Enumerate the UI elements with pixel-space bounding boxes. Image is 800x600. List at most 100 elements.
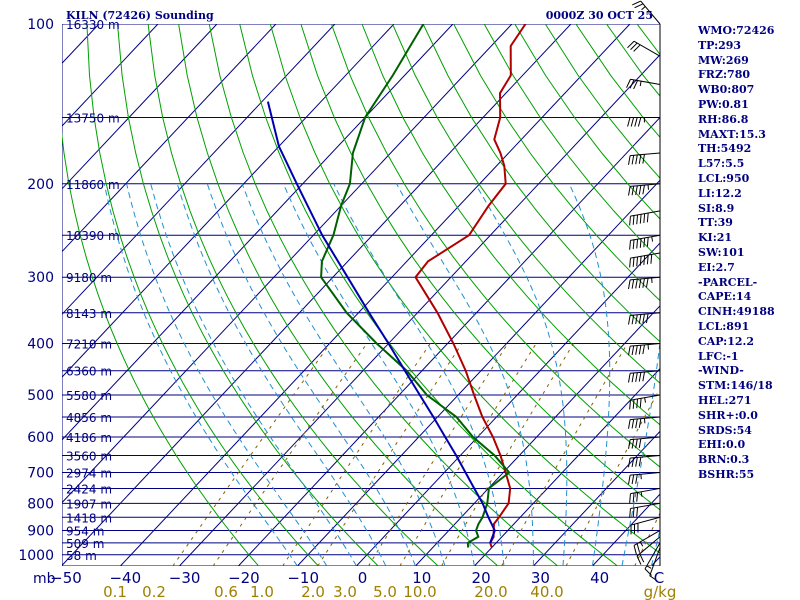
barb-staff (633, 530, 661, 546)
index-entry: LFC:-1 (698, 349, 739, 363)
barb-staff (630, 234, 661, 241)
barb-flag (631, 372, 635, 383)
wind-barb (626, 78, 661, 90)
isotherm-line (474, 367, 660, 566)
barb-flag (636, 507, 639, 517)
barb-staff (630, 416, 661, 421)
index-entry: EHI:0.0 (698, 438, 746, 452)
barb-flag (642, 154, 645, 164)
barb-flag (636, 256, 639, 267)
sounding-time: 0000Z 30 OCT 25 (546, 9, 653, 22)
height-label: 954 m (66, 524, 104, 538)
mixing-ratio-label: 1.0 (250, 583, 274, 600)
barb-flag (630, 117, 635, 127)
barb-staff (630, 487, 661, 495)
temperature-tick-label: C (654, 569, 664, 587)
barb-flag (638, 418, 642, 428)
height-label: 5580 m (66, 389, 112, 403)
barb-flag (629, 240, 631, 250)
barb-staff (636, 536, 661, 557)
barb-half-flag (639, 81, 642, 87)
barb-flag (629, 400, 631, 410)
height-label: 7210 m (66, 338, 112, 352)
index-entry: PW:0.81 (698, 97, 749, 111)
isotherm-line (62, 24, 218, 190)
barb-staff (630, 516, 661, 526)
index-entry: CAPE:14 (698, 290, 752, 304)
pressure-tick-label: 900 (27, 523, 54, 539)
isotherm-line (62, 24, 513, 504)
pressure-tick-label: 600 (27, 430, 54, 446)
dry-adiabat (208, 24, 559, 566)
moist-adiabat (103, 183, 298, 566)
barb-flag (639, 553, 645, 563)
moist-adiabat (206, 183, 416, 566)
barb-flag (628, 439, 631, 449)
mixing-ratio-line (172, 343, 331, 566)
barb-flag (629, 493, 631, 503)
dry-adiabat (117, 24, 379, 566)
barb-flag (633, 80, 638, 90)
mixing-ratio-line (441, 343, 574, 566)
barb-flag (638, 372, 642, 382)
barb-flag (644, 568, 652, 576)
plot-frame (62, 24, 660, 566)
barb-staff (630, 370, 661, 374)
barb-flag (632, 215, 635, 225)
barb-flag (635, 345, 638, 355)
index-entry: FRZ:780 (698, 68, 751, 82)
barb-flag (631, 314, 635, 325)
barb-half-flag (640, 491, 643, 497)
height-label: 1907 m (66, 497, 112, 511)
height-label: 9180 m (66, 271, 112, 285)
moist-adiabat (176, 183, 387, 566)
height-label: 4186 m (66, 431, 112, 445)
isotherm-line (120, 24, 631, 566)
barb-half-flag (639, 541, 644, 547)
mixing-ratio-label: 0.6 (214, 583, 238, 600)
barb-flag (629, 508, 631, 518)
moist-adiabat (621, 337, 660, 566)
dry-adiabat (330, 24, 660, 468)
barb-staff (630, 183, 661, 187)
barb-flag (638, 438, 642, 448)
barb-half-flag (646, 565, 652, 569)
barb-flag (638, 185, 642, 195)
wind-barb (629, 502, 661, 518)
pressure-tick-label: 500 (27, 388, 54, 404)
barb-flag (646, 254, 649, 265)
height-label: 6360 m (66, 365, 112, 379)
barb-flag (638, 314, 642, 324)
wind-barb (628, 183, 661, 196)
index-entry: WB0:807 (698, 83, 755, 97)
index-entry: -WIND- (698, 364, 744, 378)
pressure-tick-label: 1000 (18, 548, 54, 564)
barb-staff (630, 312, 661, 316)
barb-flag (631, 185, 635, 196)
temperature-tick-label: −50 (50, 569, 82, 587)
pressure-tick-label: 800 (27, 496, 54, 512)
mixing-ratio-label: 20.0 (474, 583, 507, 600)
barb-flag (636, 543, 641, 553)
isotherm-line (533, 430, 660, 566)
index-entry: LCL:891 (698, 319, 750, 333)
wind-barb (627, 116, 660, 127)
moist-adiabat (396, 183, 534, 566)
isotherm-line (62, 24, 395, 378)
barb-flag (635, 185, 638, 196)
pressure-tick-label: 200 (27, 177, 54, 193)
barb-staff (630, 78, 661, 85)
barb-flag (629, 258, 631, 268)
isotherm-line (238, 116, 660, 566)
index-entry: HEL:271 (698, 393, 752, 407)
barb-flag (635, 474, 638, 484)
dry-adiabat (62, 131, 259, 566)
mixing-ratio-label: 10.0 (403, 583, 436, 600)
index-entry: CINH:49188 (698, 305, 775, 319)
mixing-ratio-label: 40.0 (530, 583, 563, 600)
barb-staff (630, 210, 661, 217)
dewpoint-trace (320, 24, 511, 548)
index-entry: WMO:72426 (698, 24, 775, 37)
parcel-trace (266, 101, 496, 544)
index-entry: SI:8.9 (698, 201, 735, 215)
